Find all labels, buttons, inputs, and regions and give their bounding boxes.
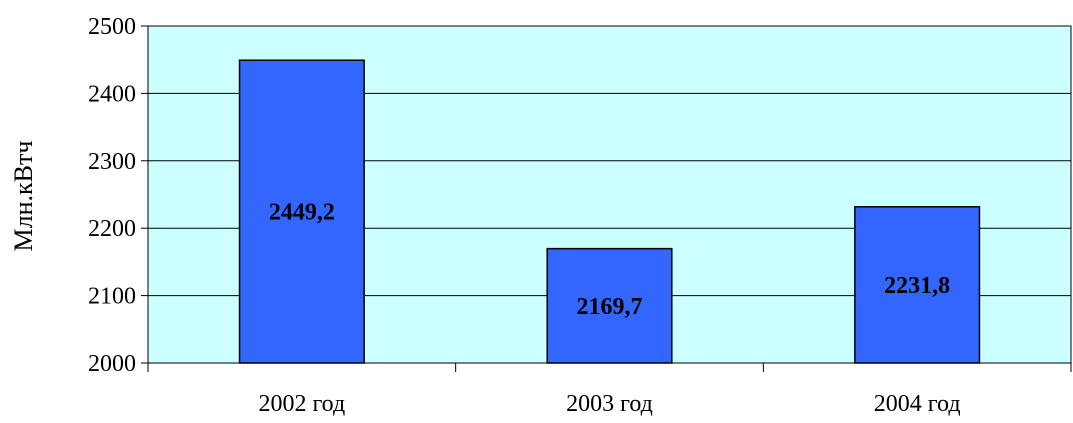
- x-tick-label: 2003 год: [566, 391, 653, 417]
- data-labels: 2449,2 2169,7 2231,8: [269, 200, 950, 320]
- y-tick-label: 2100: [88, 284, 136, 310]
- x-tick-label: 2002 год: [258, 391, 345, 417]
- data-label: 2169,7: [577, 294, 643, 320]
- x-tick-label: 2004 год: [874, 391, 961, 417]
- bar: [546, 247, 673, 364]
- y-tick-label: 2300: [88, 149, 136, 175]
- y-tick-labels: 2000 2100 2200 2300 2400 2500: [88, 14, 136, 377]
- y-tick-label: 2500: [88, 14, 136, 40]
- data-label: 2231,8: [884, 273, 950, 299]
- data-label: 2449,2: [269, 200, 335, 226]
- y-tick-label: 2200: [88, 216, 136, 242]
- y-axis-title: Млн.кВтч: [9, 141, 38, 252]
- x-tick-labels: 2002 год 2003 год 2004 год: [258, 391, 960, 417]
- y-tick-label: 2000: [88, 351, 136, 377]
- bar: [854, 206, 981, 364]
- axes: [141, 25, 1072, 372]
- y-tick-label: 2400: [88, 81, 136, 107]
